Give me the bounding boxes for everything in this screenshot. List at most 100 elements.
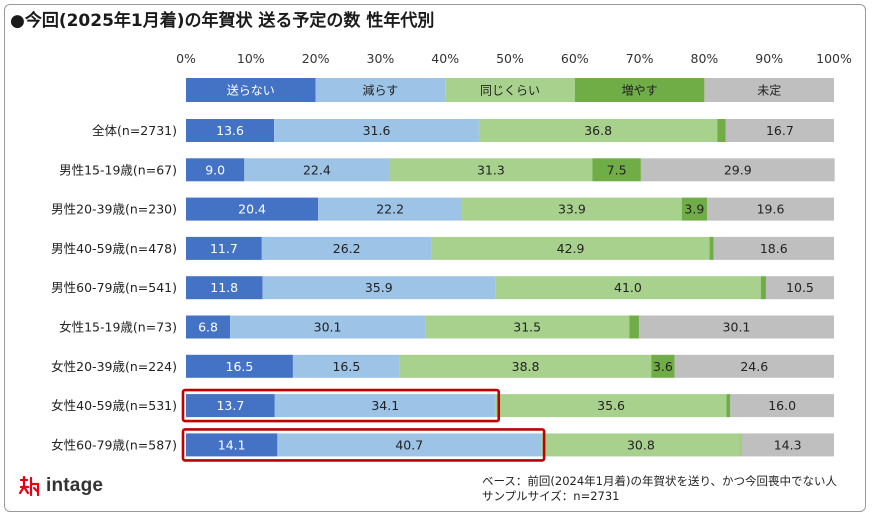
bar-segment [638, 315, 834, 339]
data-label: 16.7 [766, 123, 794, 138]
data-label: 35.9 [365, 280, 393, 295]
bar-segment [186, 354, 293, 378]
legend-label: 同じくらい [480, 84, 540, 98]
category-label: 女性15-19歳(n=73) [59, 320, 177, 335]
data-label: 14.3 [774, 437, 802, 452]
bar-segment [186, 119, 275, 142]
bar-segment [629, 315, 639, 339]
data-label: 22.4 [303, 162, 331, 177]
legend-label: 減らす [363, 83, 399, 98]
legend-swatch [315, 78, 446, 102]
bar-segment [186, 315, 231, 339]
bar-segment [706, 197, 834, 221]
legend-label: 増やす [622, 84, 658, 98]
category-label: 女性20-39歳(n=224) [51, 359, 177, 374]
data-label: 31.3 [477, 162, 505, 177]
bar-segment [399, 354, 652, 378]
data-label: 10.5 [786, 280, 814, 295]
chart-frame [4, 4, 866, 512]
bar-segment [274, 119, 479, 142]
legend-label: 送らない [227, 83, 275, 98]
x-tick-label: 10% [237, 51, 265, 66]
x-tick-label: 90% [755, 51, 783, 66]
bar-segment [651, 354, 675, 378]
bar-segment [230, 315, 426, 339]
bar-segment [186, 236, 262, 260]
x-tick-label: 60% [561, 51, 589, 66]
bar-segment [709, 236, 714, 260]
data-label: 7.5 [607, 162, 627, 177]
x-tick-label: 20% [302, 51, 330, 66]
data-label: 31.6 [363, 123, 391, 138]
bar-segment [186, 394, 275, 418]
data-label: 35.6 [597, 398, 625, 413]
data-label: 22.2 [376, 202, 404, 217]
bar-segment [740, 433, 742, 457]
data-label: 38.8 [512, 359, 540, 374]
bar-segment [592, 158, 641, 182]
data-label: 41.0 [614, 280, 642, 295]
brand-logo: intage [18, 475, 103, 497]
data-label: 29.9 [724, 162, 752, 177]
data-label: 11.8 [210, 280, 238, 295]
data-label: 3.6 [653, 359, 673, 374]
bar-segment [725, 119, 834, 142]
category-label: 男性15-19歳(n=67) [59, 162, 177, 177]
bar-segment [318, 197, 463, 221]
x-tick-label: 50% [496, 51, 524, 66]
bar-segment [262, 276, 496, 300]
data-label: 26.2 [333, 241, 361, 256]
data-label: 14.1 [218, 437, 246, 452]
x-tick-label: 40% [431, 51, 459, 66]
bar-segment [674, 354, 834, 378]
data-label: 34.1 [371, 398, 399, 413]
data-label: 6.8 [198, 320, 218, 335]
bar-segment [244, 158, 390, 182]
x-tick-label: 80% [691, 51, 719, 66]
data-label: 11.7 [210, 241, 238, 256]
bar-segment [495, 394, 727, 418]
bar-segment [277, 433, 542, 457]
highlight-box [181, 388, 501, 423]
data-label: 13.6 [216, 123, 244, 138]
bar-segment [478, 119, 718, 142]
bar-segment [425, 315, 630, 339]
bar-segment [717, 119, 726, 142]
data-label: 13.7 [216, 398, 244, 413]
bar-segment [292, 354, 400, 378]
data-label: 24.6 [740, 359, 768, 374]
legend-label: 未定 [757, 83, 781, 98]
highlight-box [181, 428, 546, 462]
data-label: 30.8 [627, 437, 655, 452]
data-label: 16.0 [768, 398, 796, 413]
bar-segment [640, 158, 835, 182]
data-label: 33.9 [558, 202, 586, 217]
data-label: 18.6 [760, 241, 788, 256]
bar-segment [186, 276, 263, 300]
bar-segment [730, 394, 834, 418]
x-tick-label: 0% [176, 51, 196, 66]
category-label: 男性40-59歳(n=478) [51, 241, 177, 256]
legend-swatch [704, 78, 834, 102]
legend-swatch [574, 78, 705, 102]
category-label: 男性60-79歳(n=541) [51, 280, 177, 295]
bar-segment [741, 433, 834, 457]
bar-segment [274, 394, 496, 418]
data-label: 30.1 [723, 320, 751, 335]
bar-segment [186, 197, 319, 221]
legend-swatch [186, 78, 316, 102]
footnote-sample-size: サンプルサイズ：n=2731 [482, 489, 620, 503]
data-label: 16.5 [226, 359, 254, 374]
category-label: 全体(n=2731) [92, 123, 177, 138]
data-label: 40.7 [395, 437, 423, 452]
intage-logo-icon [18, 475, 40, 497]
category-label: 女性60-79歳(n=587) [51, 437, 177, 452]
chart-title: ●今回(2025年1月着)の年賀状 送る予定の数 性年代別 [10, 11, 435, 31]
bar-segment [186, 158, 245, 182]
bar-segment [462, 197, 682, 221]
category-label: 男性20-39歳(n=230) [51, 202, 177, 217]
x-tick-label: 70% [626, 51, 654, 66]
legend-swatch [445, 78, 575, 102]
bar-segment [765, 276, 834, 300]
